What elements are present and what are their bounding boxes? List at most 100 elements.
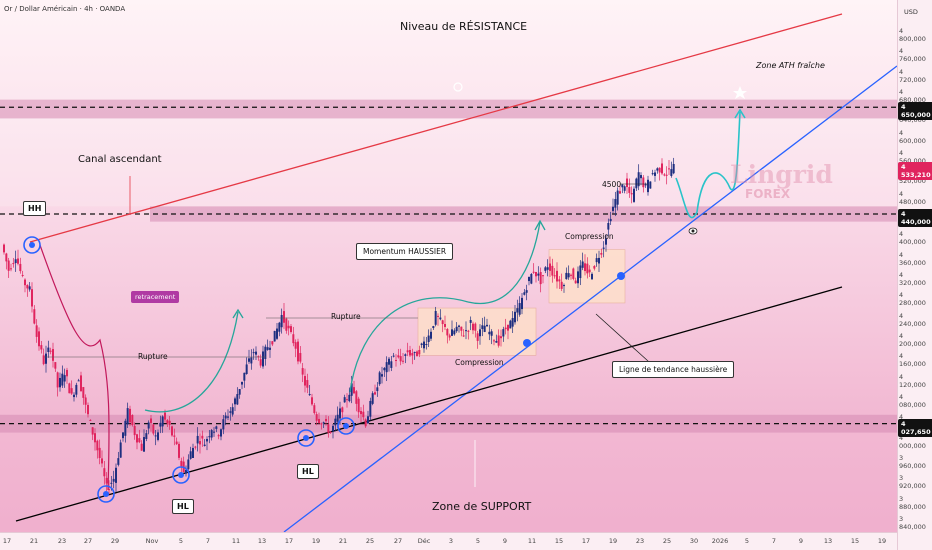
- time-tick: 17: [581, 537, 591, 545]
- candle: [192, 447, 194, 458]
- candle: [423, 341, 425, 349]
- candle: [500, 336, 502, 339]
- candle: [353, 387, 355, 394]
- candle: [626, 178, 628, 188]
- candle: [413, 351, 416, 353]
- candle: [231, 407, 234, 415]
- candle: [59, 377, 61, 388]
- symbol-title: Or / Dollar Américain · 4h · OANDA: [4, 5, 126, 13]
- candle: [350, 383, 353, 396]
- candle: [82, 387, 85, 398]
- candle: [586, 263, 589, 274]
- support-title: Zone de SUPPORT: [432, 500, 532, 513]
- candle: [122, 432, 124, 439]
- time-tick: 21: [29, 537, 39, 545]
- candle: [217, 435, 220, 437]
- hl-marker-4-dot: [343, 423, 349, 429]
- time-tick: 11: [527, 537, 537, 545]
- price-axis[interactable]: [897, 0, 932, 550]
- candle: [31, 289, 33, 307]
- candle: [656, 168, 659, 171]
- candle: [593, 266, 596, 269]
- candle: [322, 422, 325, 424]
- candle: [453, 330, 456, 335]
- support-line: [15, 286, 843, 522]
- candle: [602, 247, 605, 249]
- candle: [635, 178, 638, 189]
- hl-marker-2-dot: [178, 472, 184, 478]
- candle: [467, 330, 470, 332]
- candle: [171, 426, 173, 436]
- candle: [474, 323, 477, 331]
- level-badge-4440: 4 440,000: [898, 209, 932, 227]
- candle: [269, 347, 271, 350]
- candle: [14, 259, 17, 264]
- resistance-title: Niveau de RÉSISTANCE: [400, 20, 528, 33]
- candle: [21, 274, 24, 276]
- candle: [649, 181, 652, 189]
- candle: [357, 398, 360, 413]
- candle: [210, 430, 213, 438]
- candle: [565, 272, 568, 280]
- candle: [672, 163, 675, 174]
- candle: [658, 167, 661, 173]
- candle: [609, 218, 612, 222]
- candle: [180, 460, 183, 467]
- price-tick: 4 200,000: [899, 332, 926, 348]
- candle: [460, 326, 463, 331]
- candle: [280, 315, 283, 328]
- candle: [266, 347, 269, 350]
- candle: [542, 275, 544, 277]
- resistance-line: [29, 13, 843, 243]
- candle: [343, 397, 346, 403]
- candle: [185, 469, 187, 474]
- candle: [362, 411, 365, 418]
- candle: [299, 352, 302, 362]
- candle: [166, 420, 169, 424]
- candle: [327, 424, 330, 433]
- hl-marker-3: [297, 429, 315, 447]
- candle: [670, 169, 673, 176]
- retracement-label: retracement: [131, 291, 180, 303]
- candle: [77, 380, 80, 382]
- candle: [334, 418, 337, 426]
- price-tick: 4 320,000: [899, 271, 926, 287]
- time-tick: 7: [205, 537, 211, 545]
- candle: [66, 369, 68, 377]
- candle: [3, 244, 5, 253]
- candle: [355, 391, 358, 404]
- candle: [458, 325, 460, 327]
- candle: [250, 357, 253, 364]
- candle: [418, 349, 421, 355]
- candle: [369, 400, 372, 417]
- ath-zone-label: Zone ATH fraîche: [756, 61, 825, 70]
- candle: [395, 359, 397, 361]
- time-tick: 23: [635, 537, 645, 545]
- candle: [124, 420, 127, 436]
- candle: [486, 324, 488, 327]
- compression-label-1: Compression: [565, 232, 614, 241]
- candle: [388, 358, 390, 365]
- candle: [563, 285, 565, 287]
- candle: [33, 309, 36, 324]
- level-badge-4650: 4 650,000: [898, 102, 932, 121]
- candle: [119, 442, 122, 458]
- price-tick: 3 960,000: [899, 454, 926, 470]
- candle: [150, 418, 152, 423]
- price-tick: 4 720,000: [899, 67, 926, 84]
- candle: [647, 179, 649, 193]
- candle: [194, 446, 197, 448]
- candle: [406, 350, 409, 353]
- time-axis[interactable]: [0, 532, 897, 550]
- time-tick: 13: [257, 537, 267, 545]
- candle: [495, 341, 498, 343]
- time-tick: 29: [110, 537, 120, 545]
- candle: [105, 477, 108, 484]
- candle: [623, 186, 626, 191]
- time-tick: 17: [284, 537, 294, 545]
- candle: [56, 372, 59, 388]
- time-tick: 2026: [711, 537, 729, 545]
- candle: [189, 451, 192, 459]
